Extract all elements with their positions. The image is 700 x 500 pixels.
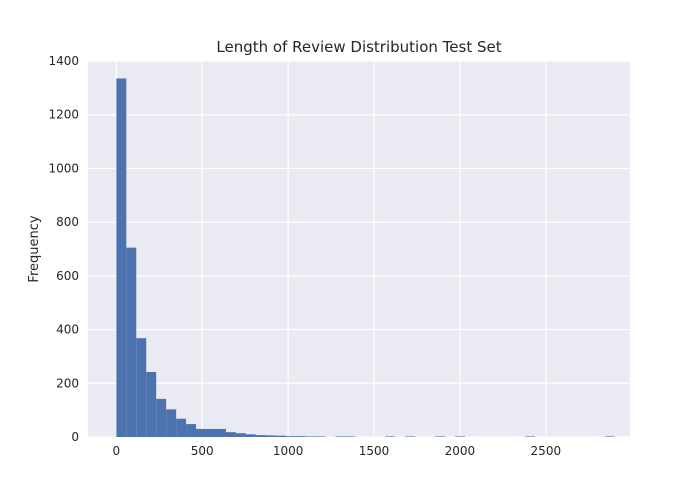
y-tick-label: 1400 xyxy=(48,54,79,68)
histogram-bar xyxy=(255,435,266,437)
y-tick-label: 0 xyxy=(71,430,79,444)
x-tick-labels: 0 500 1000 1500 2000 2500 xyxy=(113,444,562,458)
histogram-bar xyxy=(604,436,615,437)
histogram-bar xyxy=(215,428,226,437)
histogram-bar xyxy=(275,435,286,437)
histogram-bar xyxy=(235,433,246,437)
plot-background xyxy=(88,61,630,437)
histogram-bar xyxy=(295,436,306,437)
x-tick-label: 2000 xyxy=(445,444,476,458)
y-tick-label: 1000 xyxy=(48,161,79,175)
x-tick-label: 2500 xyxy=(531,444,562,458)
histogram-bar xyxy=(405,436,416,437)
histogram-bar xyxy=(146,372,157,437)
x-tick-label: 0 xyxy=(113,444,121,458)
y-tick-label: 800 xyxy=(56,215,79,229)
histogram-bar xyxy=(335,436,346,437)
chart-title: Length of Review Distribution Test Set xyxy=(216,38,501,56)
histogram-bar xyxy=(305,436,316,437)
histogram-bar xyxy=(116,78,127,437)
histogram-bar xyxy=(126,247,137,437)
grid-lines xyxy=(88,60,630,438)
histogram-bar xyxy=(136,338,147,437)
histogram-bar xyxy=(455,436,466,437)
histogram-bar xyxy=(524,436,535,437)
histogram-bar xyxy=(206,428,216,437)
histogram-bar xyxy=(345,436,356,437)
x-tick-label: 1000 xyxy=(273,444,304,458)
histogram-bar xyxy=(196,428,207,437)
y-tick-label: 1200 xyxy=(48,108,79,122)
histogram-bar xyxy=(176,418,187,437)
x-tick-label: 500 xyxy=(191,444,214,458)
histogram-bar xyxy=(285,436,296,437)
histogram-bar xyxy=(156,398,167,437)
y-tick-label: 200 xyxy=(56,376,79,390)
histogram-bar xyxy=(315,436,326,437)
histogram-bar xyxy=(435,436,446,437)
histogram-bars xyxy=(116,78,615,437)
histogram-bar xyxy=(385,436,396,437)
histogram-bar xyxy=(186,424,197,437)
histogram-bar xyxy=(245,434,256,437)
y-tick-label: 600 xyxy=(56,269,79,283)
histogram-bar xyxy=(225,432,236,437)
y-tick-label: 400 xyxy=(56,323,79,337)
y-tick-labels: 0 200 400 600 800 1000 1200 1400 xyxy=(48,54,79,444)
histogram-bar xyxy=(166,409,177,437)
histogram-bar xyxy=(265,435,276,437)
x-tick-label: 1500 xyxy=(359,444,390,458)
y-axis-label: Frequency xyxy=(27,215,42,282)
